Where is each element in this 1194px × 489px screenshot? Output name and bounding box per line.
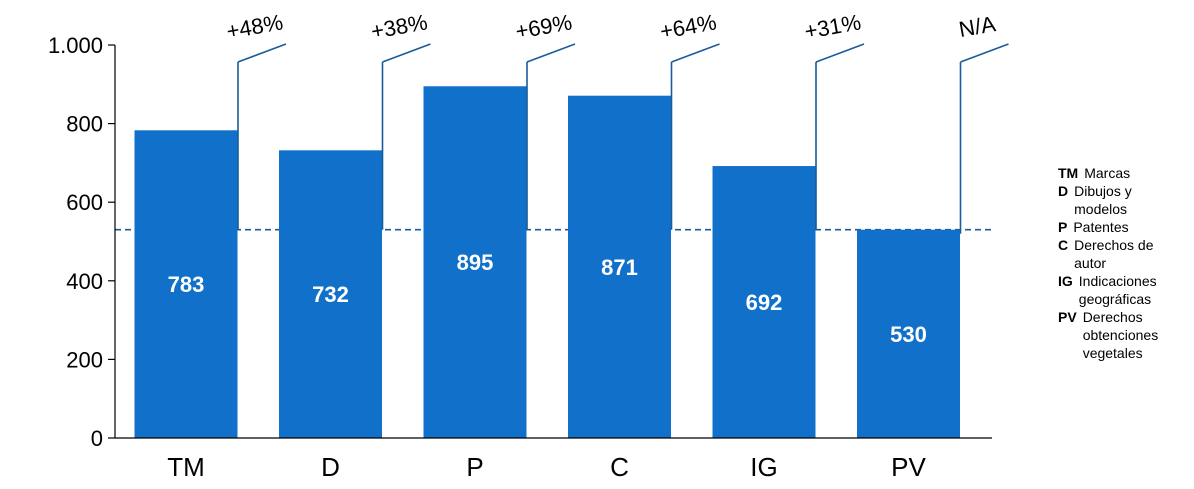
callout-slant	[526, 43, 576, 63]
change-label: N/A	[957, 11, 998, 42]
legend-text: Derechos obtenciones vegetales	[1082, 309, 1159, 361]
bar	[279, 150, 382, 438]
change-label: +38%	[369, 9, 429, 43]
legend-code: PV	[1058, 309, 1077, 325]
legend-code: C	[1058, 237, 1069, 253]
legend-text: Dibujos y modelos	[1074, 183, 1132, 217]
bar-value-label: 783	[168, 272, 205, 297]
bars-layer: 783 732 895 871 692 530	[134, 86, 960, 439]
legend-code: IG	[1058, 273, 1073, 289]
callout-slant	[960, 43, 1009, 63]
y-tick-label: 200	[66, 347, 103, 372]
legend-code: P	[1058, 219, 1068, 235]
bar-value-label: 732	[312, 282, 349, 307]
legend-code: D	[1058, 183, 1069, 199]
bar	[857, 229, 960, 438]
legend-text: Marcas	[1084, 165, 1131, 181]
legend-item-d: D Dibujos y modelos	[1058, 182, 1194, 218]
bar	[134, 130, 238, 438]
bar-value-label: 871	[601, 255, 638, 280]
legend-item-pv: PV Derechos obtenciones vegetales	[1058, 308, 1194, 362]
x-tick-label: TM	[167, 452, 205, 482]
x-tick-label: D	[321, 452, 340, 482]
bar-value-label: 895	[457, 250, 494, 275]
legend-item-p: P Patentes	[1058, 218, 1194, 236]
legend: TM Marcas D Dibujos y modelos P Patentes…	[1058, 164, 1194, 362]
legend-text: Patentes	[1073, 219, 1129, 235]
bar-value-label: 692	[746, 290, 783, 315]
bar	[712, 166, 816, 438]
x-tick-label: C	[610, 452, 629, 482]
y-tick-label: 1.000	[48, 33, 103, 58]
change-label: +69%	[514, 9, 574, 43]
x-tick-label: PV	[891, 452, 926, 482]
bar	[423, 86, 527, 438]
legend-item-c: C Derechos de autor	[1058, 236, 1194, 272]
x-tick-label: P	[466, 452, 483, 482]
y-tick-label: 400	[66, 269, 103, 294]
y-tick-label: 0	[91, 426, 103, 451]
legend-code: TM	[1058, 165, 1079, 181]
callout-slant	[815, 43, 865, 63]
change-label: +48%	[225, 9, 285, 43]
x-tick-label: IG	[750, 452, 777, 482]
legend-text: Derechos de autor	[1074, 237, 1154, 271]
y-tick-label: 800	[66, 112, 103, 137]
y-tick-label: 600	[66, 190, 103, 215]
change-label: +31%	[803, 9, 863, 43]
legend-item-tm: TM Marcas	[1058, 164, 1194, 182]
bar-value-label: 530	[890, 322, 927, 347]
callout-slant	[671, 43, 720, 63]
callout-slant	[382, 43, 431, 63]
axis-layer: 0 200 400 600 800 1.000 TM D P C IG PV	[48, 33, 992, 482]
bar	[568, 95, 671, 439]
callout-slant	[237, 43, 287, 63]
legend-item-ig: IG Indicaciones geográficas	[1058, 272, 1194, 308]
change-label: +64%	[658, 9, 718, 43]
legend-text: Indicaciones geográficas	[1078, 273, 1157, 307]
